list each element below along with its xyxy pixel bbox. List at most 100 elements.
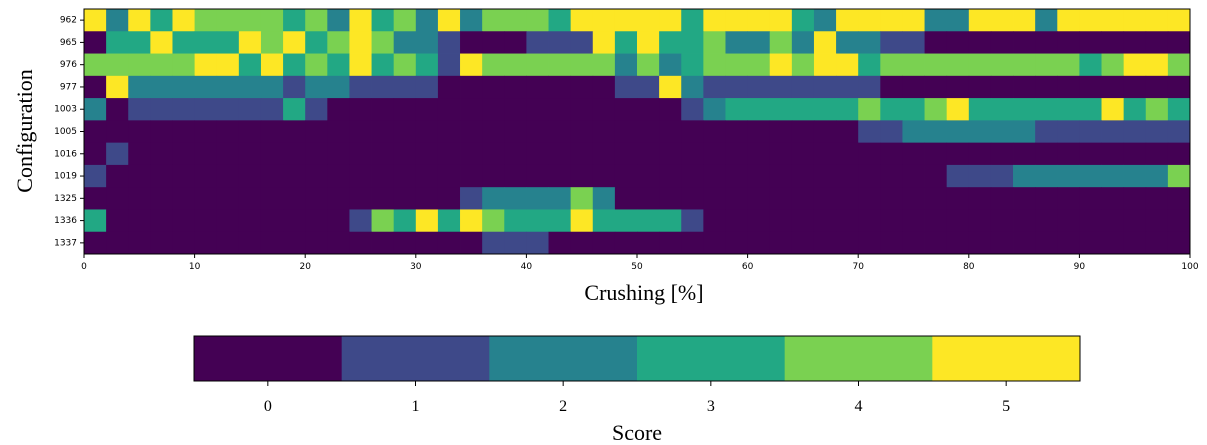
heatmap-cell (946, 209, 970, 233)
y-tick-label: 1016 (54, 149, 77, 159)
heatmap-cell (1123, 209, 1147, 233)
y-axis-title: Configuration (12, 69, 37, 192)
heatmap-cell (703, 9, 726, 32)
heatmap-cell (238, 187, 262, 210)
heatmap-cell (305, 9, 328, 32)
heatmap-cell (437, 142, 461, 166)
heatmap-cell (902, 231, 925, 255)
heatmap-cell (1057, 98, 1080, 121)
heatmap-cell (681, 98, 704, 121)
heatmap-cell (349, 187, 372, 210)
heatmap-cell (703, 53, 726, 77)
heatmap-cell (437, 187, 461, 210)
heatmap-cell (990, 75, 1014, 99)
heatmap-cell (526, 142, 549, 166)
heatmap-cell (526, 187, 549, 210)
heatmap-cell (836, 75, 859, 99)
heatmap-cell (725, 142, 748, 166)
heatmap-cell (283, 9, 306, 32)
heatmap-cell (1079, 164, 1102, 188)
heatmap-cell (106, 31, 129, 54)
heatmap-cell (260, 98, 284, 121)
heatmap-cell (84, 209, 107, 233)
heatmap-cell (548, 98, 572, 121)
heatmap-cell (1057, 187, 1080, 210)
heatmap-cell (592, 98, 616, 121)
heatmap-cell (1079, 53, 1102, 77)
heatmap-cell (504, 9, 527, 32)
heatmap-cell (659, 209, 682, 233)
colorbar-swatch (194, 336, 343, 381)
heatmap-cell (327, 231, 350, 255)
heatmap-cell (1035, 209, 1058, 233)
heatmap-cell (415, 142, 439, 166)
heatmap-cell (681, 209, 704, 233)
heatmap-cell (637, 31, 660, 54)
y-tick-label: 976 (60, 60, 77, 70)
heatmap-cell (813, 9, 837, 32)
heatmap-cell (482, 164, 505, 188)
heatmap-cell (194, 209, 218, 233)
heatmap-cell (415, 98, 439, 121)
heatmap-cell (415, 187, 439, 210)
heatmap-cell (1079, 209, 1102, 233)
heatmap-cell (659, 31, 682, 54)
heatmap-cell (747, 164, 771, 188)
heatmap-cell (836, 142, 859, 166)
heatmap-cell (128, 120, 151, 144)
heatmap-cell (659, 53, 682, 77)
heatmap-cell (260, 9, 284, 32)
heatmap-cell (260, 164, 284, 188)
heatmap-cell (968, 75, 992, 99)
heatmap-cell (283, 231, 306, 255)
heatmap-cell (880, 53, 903, 77)
heatmap-cell (84, 31, 107, 54)
heatmap-cell (238, 31, 262, 54)
heatmap-cell (260, 231, 284, 255)
heatmap-cell (216, 142, 240, 166)
heatmap-cell (637, 9, 660, 32)
heatmap-cell (260, 120, 284, 144)
heatmap-cell (1013, 142, 1036, 166)
heatmap-cell (968, 142, 992, 166)
heatmap-cell (349, 209, 372, 233)
heatmap-cells (84, 9, 1191, 255)
heatmap-cell (747, 98, 771, 121)
y-tick-label: 1325 (54, 194, 77, 204)
heatmap-cell (902, 164, 925, 188)
heatmap-cell (1123, 120, 1147, 144)
heatmap-cell (1101, 187, 1125, 210)
heatmap-cell (216, 9, 240, 32)
heatmap-cell (990, 31, 1014, 54)
heatmap-cell (747, 231, 771, 255)
heatmap-cell (902, 98, 925, 121)
heatmap-cell (747, 142, 771, 166)
heatmap-cell (238, 209, 262, 233)
heatmap-cell (128, 75, 151, 99)
heatmap-cell (526, 75, 549, 99)
heatmap-cell (637, 53, 660, 77)
heatmap-cell (327, 31, 350, 54)
heatmap-cell (327, 142, 350, 166)
heatmap-cell (1013, 9, 1036, 32)
heatmap-cell (1035, 231, 1058, 255)
heatmap-cell (504, 98, 527, 121)
heatmap-cell (128, 231, 151, 255)
heatmap-cell (836, 53, 859, 77)
heatmap-cell (415, 75, 439, 99)
heatmap-cell (858, 187, 881, 210)
heatmap-cell (725, 9, 748, 32)
heatmap-cell (681, 75, 704, 99)
heatmap-cell (349, 75, 372, 99)
heatmap-cell (614, 187, 638, 210)
heatmap-cell (902, 187, 925, 210)
heatmap-cell (924, 187, 948, 210)
heatmap-cell (305, 98, 328, 121)
heatmap-cell (924, 98, 948, 121)
heatmap-cell (637, 142, 660, 166)
heatmap-cell (1057, 142, 1080, 166)
heatmap-cell (504, 120, 527, 144)
heatmap-cell (813, 164, 837, 188)
heatmap-cell (990, 142, 1014, 166)
